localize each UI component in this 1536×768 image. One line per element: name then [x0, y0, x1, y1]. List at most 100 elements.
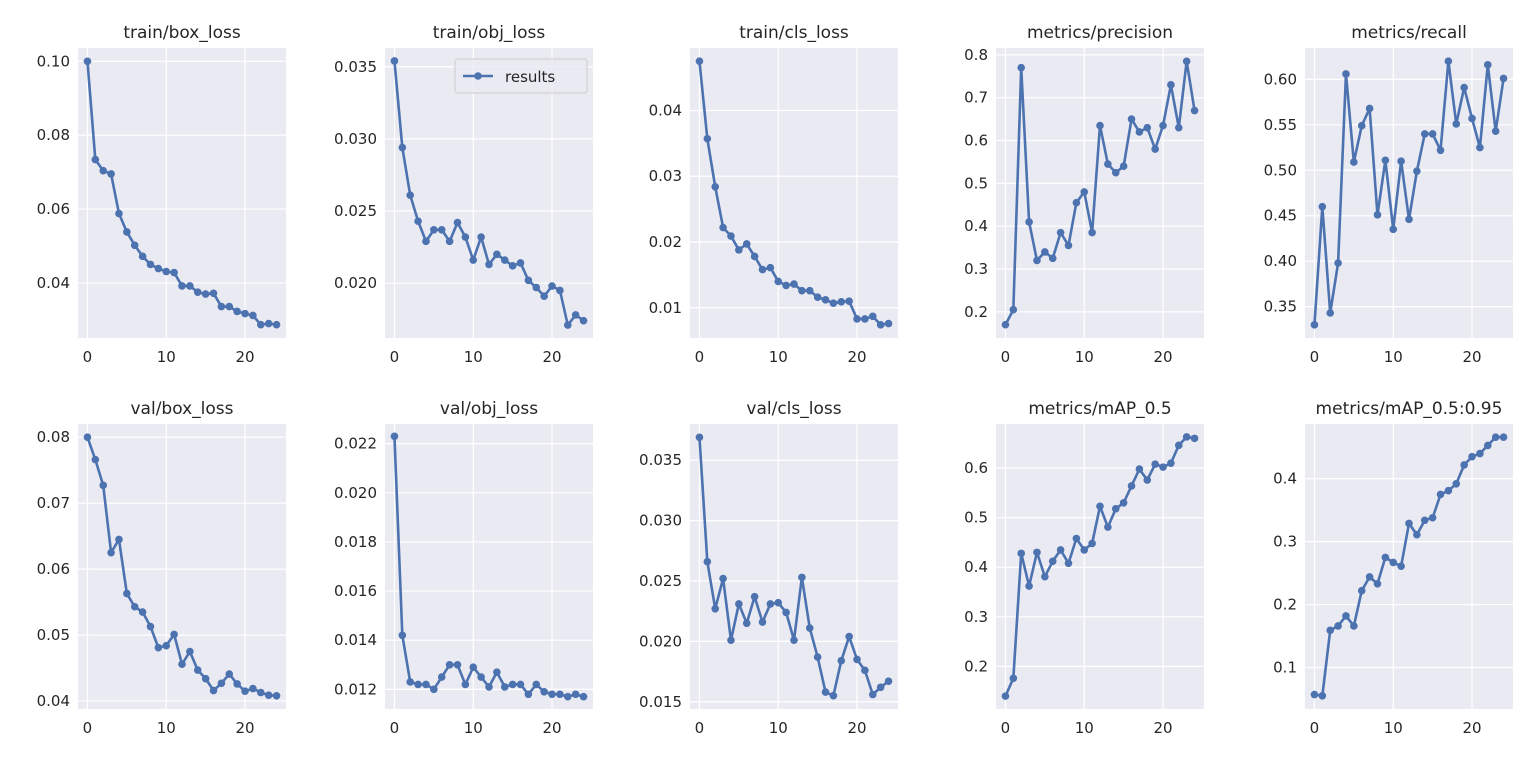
subplot-title: metrics/mAP_0.5:0.95: [1316, 399, 1503, 419]
data-point: [1428, 130, 1437, 138]
data-point: [123, 228, 131, 236]
y-tick-label: 0.022: [334, 435, 377, 453]
x-tick-label: 20: [542, 348, 561, 366]
data-point: [1119, 499, 1128, 507]
x-tick-label: 10: [157, 348, 176, 366]
data-point: [1397, 562, 1405, 570]
data-point: [115, 535, 123, 544]
data-point: [805, 624, 814, 632]
subplot-title: metrics/recall: [1351, 23, 1467, 43]
data-point: [821, 688, 830, 696]
x-tick-label: 0: [1001, 719, 1011, 737]
y-tick-label: 0.45: [1264, 207, 1297, 225]
data-point: [249, 684, 257, 693]
data-point: [821, 296, 830, 304]
data-point: [193, 666, 202, 674]
data-point: [1143, 123, 1152, 132]
data-point: [1072, 534, 1081, 543]
data-point: [461, 680, 470, 689]
data-point: [1119, 162, 1128, 171]
data-point: [1080, 188, 1089, 196]
data-point: [813, 653, 822, 661]
data-point: [201, 674, 210, 683]
subplot-title: train/cls_loss: [739, 23, 849, 43]
data-point: [1088, 228, 1096, 237]
data-point: [1001, 320, 1010, 329]
data-point: [1064, 241, 1073, 250]
data-point: [256, 688, 265, 697]
y-tick-label: 0.04: [37, 692, 70, 710]
data-point: [1326, 626, 1335, 635]
data-point: [469, 256, 478, 264]
y-tick-label: 0.035: [639, 451, 682, 469]
data-point: [790, 280, 798, 288]
data-point: [225, 302, 234, 311]
data-point: [138, 608, 147, 616]
data-point: [91, 155, 100, 164]
y-tick-label: 0.02: [649, 233, 682, 251]
data-point: [1326, 309, 1335, 317]
y-tick-label: 0.012: [334, 680, 377, 698]
data-point: [170, 630, 178, 639]
data-point: [532, 283, 541, 292]
y-tick-label: 0.2: [1273, 596, 1297, 614]
data-point: [178, 282, 186, 290]
data-point: [1009, 674, 1018, 683]
x-tick-label: 10: [1075, 348, 1094, 366]
data-point: [556, 690, 564, 699]
x-tick-label: 20: [542, 719, 561, 737]
x-tick-label: 0: [1310, 348, 1320, 366]
data-point: [1342, 612, 1350, 620]
data-point: [1151, 460, 1159, 468]
legend-point-marker: [474, 72, 482, 80]
data-point: [1041, 572, 1049, 581]
x-tick-label: 20: [1153, 348, 1172, 366]
data-point: [217, 679, 226, 688]
data-point: [1088, 539, 1096, 548]
data-point: [130, 602, 139, 611]
x-tick-label: 0: [390, 348, 400, 366]
data-point: [493, 668, 501, 676]
x-tick-label: 0: [83, 719, 93, 737]
data-point: [1017, 63, 1026, 72]
data-point: [162, 641, 171, 650]
data-point: [876, 683, 885, 692]
data-point: [437, 225, 446, 234]
y-tick-label: 0.07: [37, 494, 70, 512]
data-point: [469, 663, 478, 672]
data-point: [1334, 259, 1342, 267]
data-point: [1436, 146, 1445, 155]
y-tick-label: 0.01: [649, 299, 682, 317]
data-point: [1111, 504, 1120, 513]
data-point: [1056, 228, 1065, 237]
subplot-title: metrics/precision: [1027, 23, 1173, 43]
data-point: [1096, 502, 1104, 511]
subplot-train-box-loss: 0 10 20 0.04 0.06 0.08 0.10 train/box_loss: [37, 23, 286, 366]
data-point: [130, 241, 139, 250]
data-point: [453, 660, 462, 669]
data-point: [1460, 83, 1468, 92]
data-point: [1350, 158, 1358, 166]
data-point: [1444, 57, 1453, 65]
data-point: [1460, 461, 1468, 469]
data-point: [861, 666, 869, 675]
data-point: [1468, 114, 1476, 123]
data-point: [430, 225, 438, 234]
data-point: [1476, 143, 1484, 152]
data-point: [406, 191, 415, 199]
data-point: [1096, 121, 1104, 130]
data-point: [398, 143, 407, 152]
subplot-val-obj-loss: 0 10 20 0.012 0.014 0.016 0.018 0.020 0.022 val/o…: [334, 399, 593, 737]
data-point: [398, 631, 407, 640]
data-point: [516, 259, 525, 267]
data-point: [798, 573, 806, 582]
data-point: [884, 319, 893, 328]
data-point: [695, 433, 704, 442]
data-point: [264, 691, 273, 699]
data-point: [241, 309, 249, 318]
data-point: [790, 636, 798, 644]
y-tick-label: 0.04: [37, 274, 70, 292]
subplot-val-box-loss: 0 10 20 0.04 0.05 0.06 0.07 0.08 val/box_loss: [37, 399, 286, 737]
data-point: [719, 223, 727, 232]
data-point: [750, 592, 759, 601]
